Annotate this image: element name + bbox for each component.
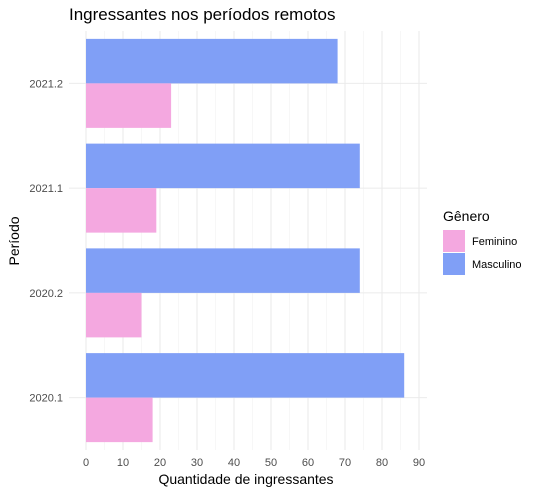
bar-feminino-2021.2 (86, 83, 172, 128)
y-tick-label: 2021.2 (29, 78, 63, 90)
x-tick-label: 40 (228, 457, 240, 469)
chart-title: Ingressantes nos períodos remotos (69, 5, 335, 24)
bar-feminino-2020.1 (86, 397, 153, 443)
x-tick-label: 80 (376, 457, 388, 469)
y-tick-label: 2020.2 (29, 288, 63, 300)
x-tick-label: 60 (302, 457, 314, 469)
y-axis-title: Período (6, 216, 22, 265)
bar-masculino-2021.1 (86, 143, 360, 189)
x-tick-label: 10 (117, 457, 129, 469)
y-tick-label: 2021.1 (29, 183, 63, 195)
bars (86, 38, 405, 443)
x-axis-title: Quantidade de ingressantes (158, 471, 333, 487)
legend-swatch-masculino (443, 253, 465, 275)
axis-ticks: 0 10 20 30 40 50 60 70 80 90 2020.1 2020.2 2021.1 202… (29, 78, 425, 469)
x-tick-label: 0 (83, 457, 89, 469)
bar-masculino-2021.2 (86, 38, 338, 84)
y-tick-label: 2020.1 (29, 393, 63, 405)
x-tick-label: 30 (191, 457, 203, 469)
legend-items: Feminino Masculino (443, 230, 522, 275)
legend: Gênero Feminino Masculino (443, 208, 522, 275)
x-tick-label: 70 (339, 457, 351, 469)
x-tick-label: 90 (413, 457, 425, 469)
x-tick-label: 20 (154, 457, 166, 469)
legend-swatch-feminino (443, 230, 465, 252)
bar-masculino-2020.2 (86, 248, 360, 293)
bar-masculino-2020.1 (86, 353, 405, 398)
bar-feminino-2020.2 (86, 292, 142, 338)
legend-label-feminino: Feminino (472, 236, 517, 248)
legend-title: Gênero (443, 208, 490, 224)
legend-label-masculino: Masculino (472, 259, 522, 271)
x-tick-label: 50 (265, 457, 277, 469)
bar-feminino-2021.1 (86, 188, 157, 233)
